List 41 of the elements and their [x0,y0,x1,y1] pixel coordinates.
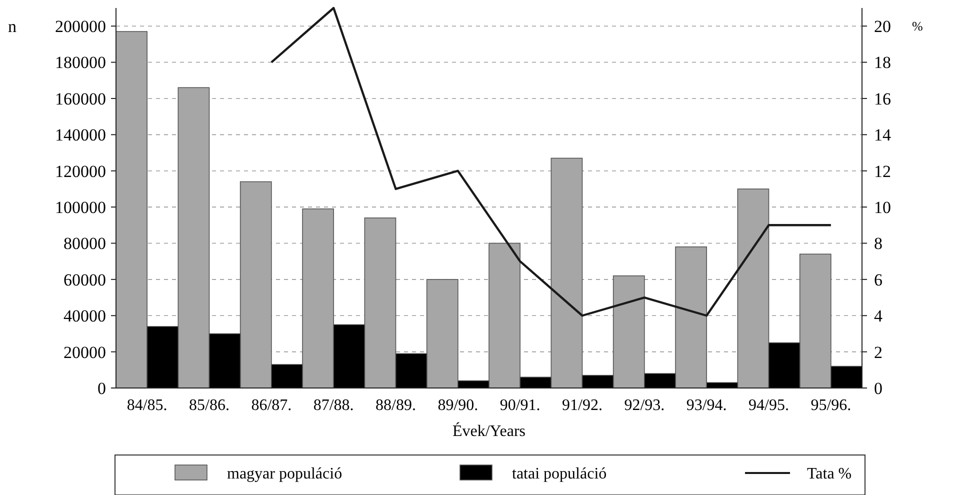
x-tick-label: 85/86. [189,397,230,414]
y-tick-label: 160000 [55,89,106,108]
y-tick-label: 0 [98,378,106,398]
line-series [270,6,832,317]
y-tick-label: 20000 [64,342,106,362]
y-tick-label: 180000 [55,53,106,72]
x-tick-label: 87/88. [313,397,354,414]
legend-label: magyar populáció [227,466,342,483]
y-tick-label: 140000 [55,126,106,145]
y2-tick-label: 20 [874,17,891,36]
y-tick-label: 120000 [55,162,106,181]
y-tick-label: 60000 [64,270,106,290]
x-tick-label: 89/90. [438,397,478,414]
y2-axis-title: % [912,18,923,34]
y2-tick-label: 16 [874,89,891,108]
x-tick-label: 84/85. [126,397,168,414]
x-tick-label: 92/93. [624,397,665,414]
x-tick-label: 88/89. [376,397,416,414]
x-tick-label: 93/94. [686,397,727,414]
x-tick-label: 86/87. [251,397,292,414]
y2-tick-label: 12 [874,162,891,181]
legend-label: tatai populáció [512,466,607,483]
x-axis-title: Évek/Years [452,422,526,440]
x-tick-label: 91/92. [562,397,602,414]
x-tick-label: 90/91. [500,397,540,414]
y2-tick-label: 14 [874,126,892,145]
y2-tick-label: 0 [874,378,882,398]
y-axis-title: n [8,17,17,36]
y-tick-label: 80000 [64,234,106,254]
y2-tick-label: 8 [874,234,882,254]
y2-tick-label: 2 [874,342,882,362]
x-tick-label: 95/96. [810,397,852,414]
y-tick-label: 40000 [64,306,106,326]
y2-tick-label: 10 [874,198,891,217]
y-tick-label: 100000 [55,198,106,217]
y2-tick-label: 18 [874,53,891,72]
legend-label: Tata % [807,466,852,483]
x-tick-label: 94/95. [748,397,789,414]
y2-tick-label: 6 [874,270,882,290]
y-tick-label: 200000 [55,17,106,36]
y2-tick-label: 4 [874,306,883,326]
